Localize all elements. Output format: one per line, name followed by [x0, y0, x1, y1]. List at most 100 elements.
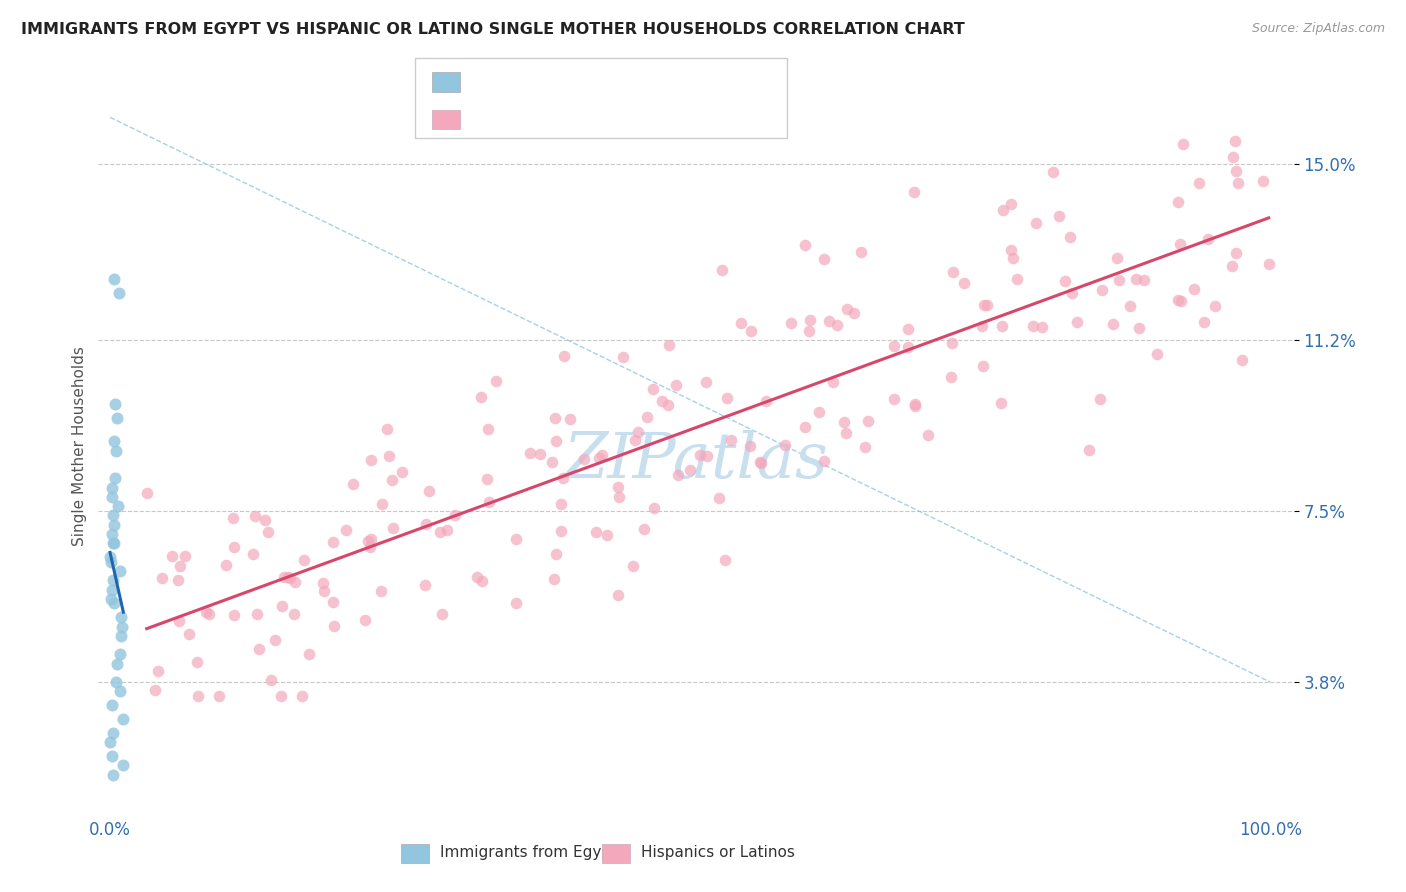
Point — [720, 433, 742, 447]
Point — [1226, 176, 1249, 190]
Point — [695, 375, 717, 389]
Point — [430, 607, 453, 621]
Point — [105, 657, 128, 671]
Point — [103, 272, 125, 286]
Point — [623, 434, 645, 448]
Text: N =: N = — [579, 112, 616, 129]
Point — [1133, 273, 1156, 287]
Point — [375, 422, 398, 436]
Point — [103, 596, 125, 610]
Point — [169, 614, 191, 628]
Point — [993, 202, 1015, 217]
Point — [976, 298, 998, 312]
Point — [103, 508, 125, 523]
Point — [990, 396, 1012, 410]
Point — [1088, 392, 1111, 406]
Point — [314, 584, 336, 599]
Point — [823, 375, 845, 389]
Point — [259, 673, 281, 688]
Point — [391, 465, 413, 479]
Point — [292, 553, 315, 567]
Point — [754, 393, 776, 408]
Point — [112, 712, 135, 726]
Point — [707, 491, 730, 506]
Point — [242, 547, 264, 561]
Point — [475, 471, 498, 485]
Point — [574, 452, 596, 467]
Point — [298, 648, 321, 662]
Point — [1053, 274, 1076, 288]
Point — [633, 522, 655, 536]
Point — [222, 540, 245, 554]
Text: R =: R = — [474, 74, 510, 92]
Point — [370, 584, 392, 599]
Point — [813, 252, 835, 267]
Point — [160, 549, 183, 563]
Point — [779, 316, 801, 330]
Point — [1257, 257, 1279, 271]
Point — [1066, 314, 1088, 328]
Point — [284, 575, 307, 590]
Point — [710, 262, 733, 277]
Point — [322, 595, 344, 609]
Point — [544, 434, 567, 448]
Point — [105, 411, 128, 425]
Point — [952, 277, 974, 291]
Text: 0.120: 0.120 — [520, 74, 572, 92]
Point — [1031, 320, 1053, 334]
Point — [381, 473, 404, 487]
Point — [1167, 293, 1189, 307]
Point — [429, 524, 451, 539]
Point — [1005, 272, 1028, 286]
Point — [98, 735, 121, 749]
Point — [627, 425, 650, 439]
Point — [470, 390, 492, 404]
Point — [1222, 150, 1244, 164]
Point — [100, 591, 122, 606]
Point — [990, 318, 1012, 333]
Point — [360, 532, 382, 546]
Point — [1225, 164, 1247, 178]
Point — [100, 555, 122, 569]
Point — [973, 298, 995, 312]
Point — [1230, 352, 1253, 367]
Point — [858, 414, 880, 428]
Point — [478, 495, 501, 509]
Point — [413, 577, 436, 591]
Point — [100, 490, 122, 504]
Point — [505, 595, 527, 609]
Point — [588, 450, 610, 465]
Point — [110, 684, 132, 698]
Point — [897, 322, 920, 336]
Point — [835, 426, 858, 441]
Point — [1223, 134, 1246, 148]
Point — [550, 497, 572, 511]
Text: Source: ZipAtlas.com: Source: ZipAtlas.com — [1251, 22, 1385, 36]
Point — [853, 440, 876, 454]
Point — [519, 446, 541, 460]
Point — [748, 454, 770, 468]
Point — [359, 540, 381, 554]
Point — [1022, 319, 1045, 334]
Point — [1042, 165, 1064, 179]
Point — [222, 510, 245, 524]
Point — [103, 574, 125, 588]
Point — [1182, 282, 1205, 296]
Point — [1101, 317, 1123, 331]
Point — [679, 463, 702, 477]
Point — [730, 317, 752, 331]
Point — [851, 244, 873, 259]
Point — [775, 438, 797, 452]
Point — [797, 324, 820, 338]
Point — [360, 452, 382, 467]
Point — [485, 374, 508, 388]
Point — [277, 570, 299, 584]
Point — [1047, 209, 1070, 223]
Point — [108, 648, 131, 662]
Point — [799, 312, 821, 326]
Point — [883, 339, 905, 353]
Point — [108, 564, 131, 578]
Point — [107, 286, 129, 301]
Point — [148, 664, 170, 678]
Point — [263, 633, 285, 648]
